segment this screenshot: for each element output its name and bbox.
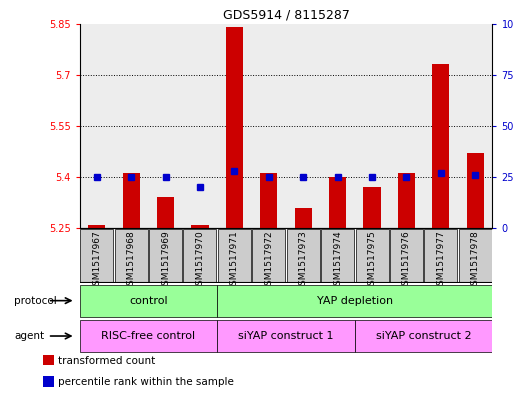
Bar	[80, 24, 114, 228]
FancyBboxPatch shape	[149, 229, 182, 282]
Bar	[217, 24, 251, 228]
Text: GSM1517977: GSM1517977	[437, 231, 445, 292]
Bar	[191, 224, 209, 228]
Bar	[260, 173, 278, 228]
Text: YAP depletion: YAP depletion	[317, 296, 393, 306]
Bar	[398, 173, 415, 228]
Bar	[157, 197, 174, 228]
FancyBboxPatch shape	[424, 229, 458, 282]
Bar	[251, 24, 286, 228]
FancyBboxPatch shape	[80, 285, 217, 317]
Text: percentile rank within the sample: percentile rank within the sample	[58, 377, 234, 387]
Title: GDS5914 / 8115287: GDS5914 / 8115287	[223, 8, 349, 21]
Bar	[424, 24, 458, 228]
Bar	[226, 27, 243, 228]
Bar	[114, 24, 148, 228]
Text: GSM1517972: GSM1517972	[264, 231, 273, 291]
Text: siYAP construct 2: siYAP construct 2	[376, 331, 471, 341]
Bar	[43, 376, 54, 387]
Text: GSM1517970: GSM1517970	[195, 231, 205, 292]
Bar	[389, 24, 424, 228]
Bar	[432, 64, 449, 228]
FancyBboxPatch shape	[218, 229, 251, 282]
Text: GSM1517973: GSM1517973	[299, 231, 308, 292]
Text: GSM1517975: GSM1517975	[367, 231, 377, 292]
FancyBboxPatch shape	[217, 320, 355, 352]
Bar	[286, 24, 321, 228]
Bar	[43, 355, 54, 365]
Text: GSM1517969: GSM1517969	[161, 231, 170, 292]
Bar	[148, 24, 183, 228]
FancyBboxPatch shape	[80, 320, 217, 352]
Bar	[123, 173, 140, 228]
Bar	[363, 187, 381, 228]
Text: GSM1517968: GSM1517968	[127, 231, 135, 292]
FancyBboxPatch shape	[321, 229, 354, 282]
Text: GSM1517967: GSM1517967	[92, 231, 101, 292]
FancyBboxPatch shape	[390, 229, 423, 282]
Text: protocol: protocol	[14, 296, 57, 306]
Bar	[329, 177, 346, 228]
Text: agent: agent	[14, 331, 45, 341]
Bar	[321, 24, 355, 228]
Text: GSM1517978: GSM1517978	[471, 231, 480, 292]
Text: GSM1517976: GSM1517976	[402, 231, 411, 292]
FancyBboxPatch shape	[356, 229, 388, 282]
FancyBboxPatch shape	[184, 229, 216, 282]
Text: siYAP construct 1: siYAP construct 1	[238, 331, 334, 341]
Bar	[183, 24, 217, 228]
Bar	[458, 24, 492, 228]
Text: control: control	[129, 296, 168, 306]
FancyBboxPatch shape	[114, 229, 148, 282]
FancyBboxPatch shape	[355, 320, 492, 352]
FancyBboxPatch shape	[252, 229, 285, 282]
FancyBboxPatch shape	[287, 229, 320, 282]
Text: RISC-free control: RISC-free control	[101, 331, 195, 341]
Text: GSM1517971: GSM1517971	[230, 231, 239, 292]
Text: transformed count: transformed count	[58, 356, 155, 366]
Bar	[294, 208, 312, 228]
Bar	[467, 153, 484, 228]
FancyBboxPatch shape	[217, 285, 492, 317]
Text: GSM1517974: GSM1517974	[333, 231, 342, 291]
Bar	[355, 24, 389, 228]
Bar	[88, 224, 105, 228]
FancyBboxPatch shape	[459, 229, 492, 282]
FancyBboxPatch shape	[80, 229, 113, 282]
